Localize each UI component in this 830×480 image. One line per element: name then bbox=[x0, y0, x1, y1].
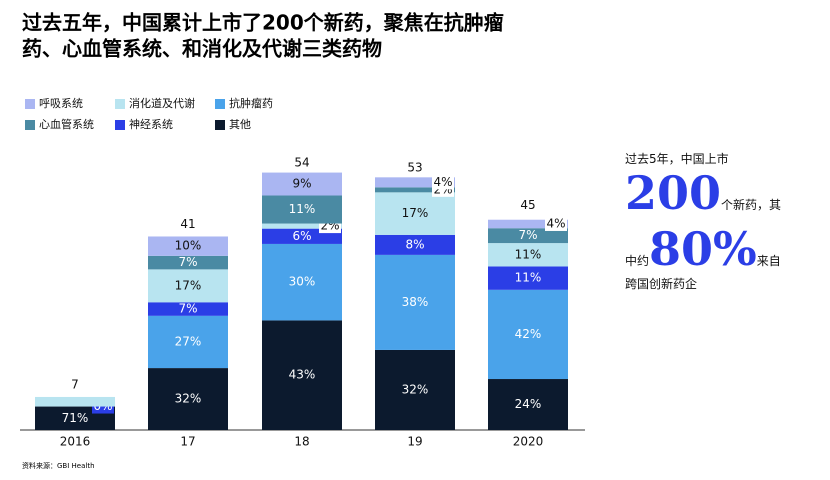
bar-segment bbox=[148, 368, 228, 430]
data-label: 4% bbox=[546, 216, 565, 230]
total-label: 41 bbox=[180, 217, 195, 231]
total-label: 53 bbox=[407, 160, 422, 174]
bar-segment bbox=[262, 223, 342, 229]
bar-segment bbox=[262, 172, 342, 196]
legend-swatch bbox=[215, 99, 225, 109]
legend-label: 其他 bbox=[229, 118, 251, 131]
legend-swatch bbox=[115, 120, 125, 130]
x-tick-label: 19 bbox=[407, 435, 422, 449]
bar-segment bbox=[148, 236, 228, 256]
bar-segment bbox=[488, 228, 568, 244]
x-tick-label: 2020 bbox=[513, 435, 544, 449]
annotation-text: 中约 bbox=[625, 253, 650, 268]
bar-segment bbox=[35, 396, 115, 407]
total-label: 7 bbox=[71, 377, 79, 391]
legend-label: 消化道及代谢 bbox=[129, 96, 195, 110]
legend-label: 心血管系统 bbox=[39, 117, 94, 131]
bar-segment bbox=[375, 254, 455, 350]
data-label: 71% bbox=[62, 411, 89, 425]
total-label: 45 bbox=[520, 198, 535, 212]
bar-segment bbox=[488, 289, 568, 380]
bar-segment bbox=[488, 379, 568, 430]
data-label: 32% bbox=[175, 392, 202, 406]
data-label: 11% bbox=[289, 202, 316, 216]
label-box bbox=[545, 216, 567, 231]
bar-segment bbox=[375, 234, 455, 255]
data-label: 32% bbox=[402, 382, 429, 396]
chart-title: 过去五年，中国累计上市了200个新药，聚焦在抗肿瘤 bbox=[22, 11, 504, 35]
bar-segment bbox=[148, 269, 228, 303]
annotation-big: 200 bbox=[625, 166, 722, 221]
data-label: 11% bbox=[515, 247, 542, 261]
bar-segment bbox=[488, 266, 568, 290]
data-label: 7% bbox=[178, 302, 197, 316]
legend-label: 神经系统 bbox=[129, 117, 173, 131]
legend-swatch bbox=[115, 99, 125, 109]
chart-subtitle: 药、心血管系统、和消化及代谢三类药物 bbox=[22, 37, 382, 61]
x-tick-label: 2016 bbox=[60, 435, 91, 449]
bar-segment bbox=[148, 255, 228, 270]
data-label: 7% bbox=[518, 228, 537, 242]
annotation-text: 来自 bbox=[756, 253, 781, 268]
data-label: 24% bbox=[515, 397, 542, 411]
annotation-text: 个新药，其 bbox=[721, 198, 782, 213]
data-label: 42% bbox=[515, 327, 542, 341]
legend-label: 抗肿瘤药 bbox=[229, 96, 273, 110]
annotation-text: 跨国创新药企 bbox=[625, 276, 698, 291]
bar-segment bbox=[148, 315, 228, 369]
legend-swatch bbox=[215, 120, 225, 130]
annotation-big: 80% bbox=[649, 221, 757, 276]
source: 资料来源：GBI Health bbox=[22, 461, 95, 470]
data-label: 27% bbox=[175, 334, 202, 348]
bar-segment bbox=[262, 320, 342, 430]
data-label: 7% bbox=[178, 255, 197, 269]
bar-segment bbox=[262, 195, 342, 224]
data-label: 38% bbox=[402, 295, 429, 309]
data-label: 10% bbox=[175, 239, 202, 253]
data-label: 8% bbox=[405, 237, 424, 251]
annotation-text: 过去5年，中国上市 bbox=[625, 152, 729, 166]
legend-swatch bbox=[25, 120, 35, 130]
legend-label: 呼吸系统 bbox=[39, 97, 83, 110]
bar-segment bbox=[375, 187, 455, 193]
label-box bbox=[432, 175, 454, 190]
bar-segment bbox=[262, 243, 342, 321]
data-label: 9% bbox=[292, 177, 311, 191]
bar-segment bbox=[375, 349, 455, 430]
data-label: 11% bbox=[515, 271, 542, 285]
legend-swatch bbox=[25, 99, 35, 109]
x-tick-label: 17 bbox=[180, 435, 195, 449]
data-label: 17% bbox=[175, 278, 202, 292]
annotation: 过去5年，中国上市 200个新药，其 中约80%来自 跨国创新药企 bbox=[625, 152, 825, 291]
bar-segment bbox=[375, 192, 455, 235]
bar-segment bbox=[375, 177, 455, 188]
data-label: 17% bbox=[402, 206, 429, 220]
data-label: 6% bbox=[292, 229, 311, 243]
bar-segment bbox=[488, 243, 568, 267]
data-label: 4% bbox=[433, 175, 452, 189]
bar-segment bbox=[148, 302, 228, 316]
data-label: 30% bbox=[289, 275, 316, 289]
x-tick-label: 18 bbox=[294, 435, 309, 449]
total-label: 54 bbox=[294, 156, 309, 170]
data-label: 43% bbox=[289, 368, 316, 382]
bar-segment bbox=[488, 219, 568, 229]
